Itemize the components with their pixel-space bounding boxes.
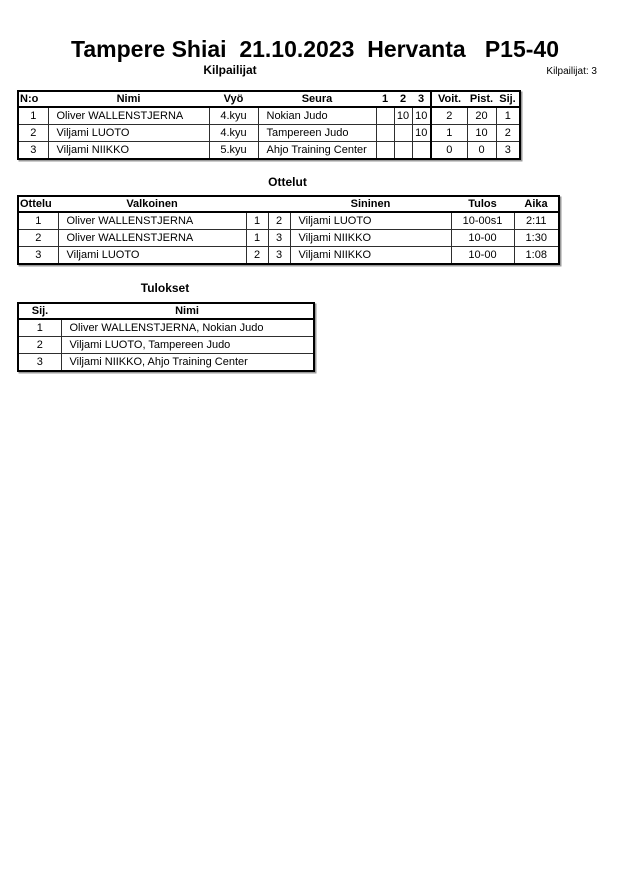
cell-pist: 20: [466, 106, 497, 125]
table-row: 2 Oliver WALLENSTJERNA 1 3 Viljami NIIKK…: [17, 229, 560, 247]
section-title-ottelut: Ottelut: [268, 175, 307, 189]
cell-blue-number: 2: [267, 211, 291, 230]
cell-round-2: 10: [393, 106, 413, 125]
ottelut-table: Ottelu Valkoinen Sininen Tulos Aika 1 Ol…: [17, 195, 560, 265]
cell-white-number: 2: [245, 246, 269, 265]
cell-no: 1: [17, 106, 49, 125]
cell-tulos: 10-00: [450, 229, 515, 247]
cell-sij: 3: [495, 141, 521, 160]
cell-sininen: Viljami LUOTO: [289, 211, 452, 230]
table-row: 1 Oliver WALLENSTJERNA 4.kyu Nokian Judo…: [17, 106, 521, 125]
cell-pist: 0: [466, 141, 497, 160]
cell-no: 3: [17, 141, 49, 160]
header-seura: Seura: [258, 91, 376, 108]
cell-aika: 1:30: [513, 229, 560, 247]
header-valkoinen: Valkoinen: [58, 196, 246, 213]
header-round-1: 1: [376, 91, 394, 108]
cell-round-1: [375, 124, 395, 142]
cell-tulos: 10-00s1: [450, 211, 515, 230]
section-title-kilpailijat: Kilpailijat: [203, 63, 257, 77]
cell-voit: 2: [430, 106, 468, 125]
header-blue-number: [268, 196, 290, 213]
cell-sij: 2: [17, 336, 62, 354]
cell-round-3: 10: [411, 124, 432, 142]
section-title-tulokset: Tulokset: [140, 281, 190, 295]
tulokset-header-row: Sij. Nimi: [18, 303, 314, 320]
cell-round-2: [393, 124, 413, 142]
cell-nimi: Viljami LUOTO, Tampereen Judo: [60, 336, 315, 354]
cell-vyo: 4.kyu: [208, 124, 259, 142]
header-sij: Sij.: [496, 91, 520, 108]
cell-blue-number: 3: [267, 229, 291, 247]
cell-sininen: Viljami NIIKKO: [289, 246, 452, 265]
cell-ottelu: 3: [17, 246, 59, 265]
header-nimi: Nimi: [61, 303, 314, 320]
cell-pist: 10: [466, 124, 497, 142]
cell-seura: Nokian Judo: [257, 106, 377, 125]
cell-round-3: [411, 141, 432, 160]
header-nimi: Nimi: [48, 91, 209, 108]
cell-white-number: 1: [245, 229, 269, 247]
cell-white-number: 1: [245, 211, 269, 230]
cell-ottelu: 2: [17, 229, 59, 247]
table-row: 2 Viljami LUOTO 4.kyu Tampereen Judo 10 …: [17, 124, 521, 142]
cell-valkoinen: Oliver WALLENSTJERNA: [57, 229, 247, 247]
cell-sij: 1: [17, 318, 62, 337]
cell-voit: 0: [430, 141, 468, 160]
competitors-count: Kilpailijat: 3: [546, 66, 597, 77]
header-sij: Sij.: [18, 303, 61, 320]
header-vyo: Vyö: [209, 91, 258, 108]
table-row: 3 Viljami NIIKKO 5.kyu Ahjo Training Cen…: [17, 141, 521, 160]
cell-tulos: 10-00: [450, 246, 515, 265]
cell-nimi: Viljami LUOTO: [47, 124, 210, 142]
cell-ottelu: 1: [17, 211, 59, 230]
header-tulos: Tulos: [451, 196, 514, 213]
cell-sij: 1: [495, 106, 521, 125]
header-pist: Pist.: [467, 91, 496, 108]
header-round-2: 2: [394, 91, 412, 108]
cell-no: 2: [17, 124, 49, 142]
table-row: 3 Viljami LUOTO 2 3 Viljami NIIKKO 10-00…: [17, 246, 560, 265]
cell-round-1: [375, 141, 395, 160]
table-row: 1 Oliver WALLENSTJERNA, Nokian Judo: [17, 318, 315, 337]
kilpailijat-header-row: N:o Nimi Vyö Seura 1 2 3 Voit. Pist. Sij…: [18, 91, 520, 108]
cell-round-2: [393, 141, 413, 160]
header-white-number: [246, 196, 268, 213]
cell-seura: Tampereen Judo: [257, 124, 377, 142]
cell-valkoinen: Viljami LUOTO: [57, 246, 247, 265]
cell-nimi: Viljami NIIKKO, Ahjo Training Center: [60, 353, 315, 372]
header-aika: Aika: [514, 196, 559, 213]
table-row: 3 Viljami NIIKKO, Ahjo Training Center: [17, 353, 315, 372]
cell-vyo: 5.kyu: [208, 141, 259, 160]
header-ottelu: Ottelu: [18, 196, 58, 213]
cell-round-3: 10: [411, 106, 432, 125]
ottelut-header-row: Ottelu Valkoinen Sininen Tulos Aika: [18, 196, 559, 213]
cell-blue-number: 3: [267, 246, 291, 265]
cell-aika: 2:11: [513, 211, 560, 230]
table-row: 1 Oliver WALLENSTJERNA 1 2 Viljami LUOTO…: [17, 211, 560, 230]
cell-round-1: [375, 106, 395, 125]
header-no: N:o: [18, 91, 48, 108]
cell-nimi: Oliver WALLENSTJERNA: [47, 106, 210, 125]
cell-nimi: Oliver WALLENSTJERNA, Nokian Judo: [60, 318, 315, 337]
cell-sij: 3: [17, 353, 62, 372]
table-row: 2 Viljami LUOTO, Tampereen Judo: [17, 336, 315, 354]
page-title: Tampere Shiai 21.10.2023 Hervanta P15-40: [71, 36, 559, 62]
cell-sij: 2: [495, 124, 521, 142]
cell-sininen: Viljami NIIKKO: [289, 229, 452, 247]
cell-valkoinen: Oliver WALLENSTJERNA: [57, 211, 247, 230]
header-voit: Voit.: [430, 91, 467, 108]
cell-seura: Ahjo Training Center: [257, 141, 377, 160]
tulokset-table: Sij. Nimi 1 Oliver WALLENSTJERNA, Nokian…: [17, 302, 315, 372]
kilpailijat-table: N:o Nimi Vyö Seura 1 2 3 Voit. Pist. Sij…: [17, 90, 521, 160]
cell-voit: 1: [430, 124, 468, 142]
header-sininen: Sininen: [290, 196, 451, 213]
header-round-3: 3: [412, 91, 431, 108]
cell-nimi: Viljami NIIKKO: [47, 141, 210, 160]
cell-aika: 1:08: [513, 246, 560, 265]
cell-vyo: 4.kyu: [208, 106, 259, 125]
